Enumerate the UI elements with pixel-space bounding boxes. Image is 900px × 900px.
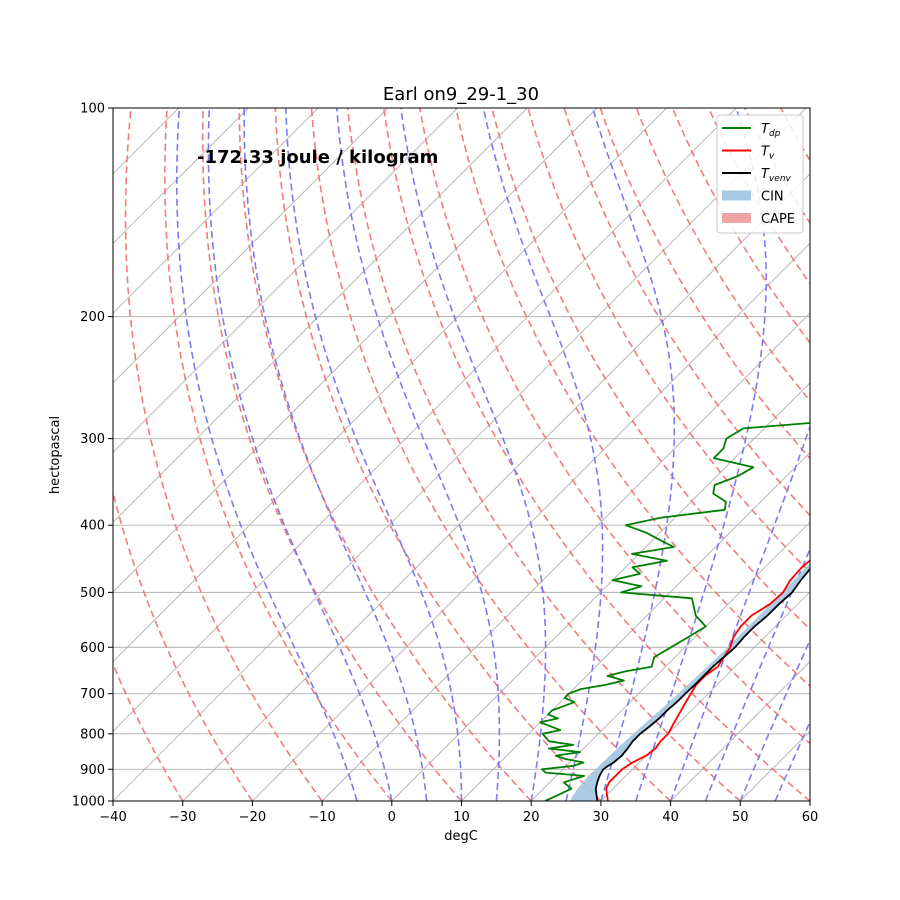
dry-adiabat-line [274, 108, 602, 801]
legend-label-t-venv: Tvenv [761, 167, 792, 184]
dry-adiabat-line [455, 108, 810, 688]
t-v-line [605, 559, 810, 801]
isotherm-line [113, 108, 319, 314]
dry-adiabat-line [527, 108, 810, 574]
isotherm-line [113, 108, 667, 663]
t-dp-line [539, 422, 810, 801]
moist-adiabat-line [809, 799, 810, 801]
dry-adiabat-line [163, 108, 393, 801]
dry-adiabat-line [491, 108, 810, 631]
chart-title: Earl on9_29-1_30 [383, 84, 539, 105]
cape-area [874, 348, 900, 494]
dry-adiabat-line [346, 108, 741, 801]
moist-adiabat-line [207, 108, 393, 801]
legend-label-cape: CAPE [761, 212, 795, 227]
legend-label-t-v: Tv [761, 145, 775, 162]
isotherm-line [113, 108, 249, 245]
dry-adiabat-line [201, 108, 463, 801]
isotherm-line [113, 108, 458, 454]
y-tick-label: 700 [80, 687, 105, 702]
moist-adiabat-line [285, 108, 463, 801]
dry-adiabat-line [419, 108, 810, 745]
y-tick-label: 100 [80, 102, 105, 117]
dry-adiabat-line [599, 108, 810, 460]
plot-area [113, 108, 900, 801]
moist-adiabat-line [400, 108, 547, 801]
moist-adiabat-line [669, 424, 810, 801]
pressure-gridlines [113, 108, 810, 801]
x-tick-label: 30 [593, 810, 610, 825]
moist-adiabat-line [336, 108, 501, 801]
isotherm-line [113, 108, 389, 384]
legend-swatch-cape [722, 213, 751, 223]
cape-cin-fills [569, 348, 900, 801]
y-tick-label: 1000 [72, 795, 105, 810]
isotherm-line [391, 382, 810, 801]
y-tick-label: 600 [80, 641, 105, 656]
legend-label-cin: CIN [761, 190, 784, 205]
dry-adiabat-line [817, 108, 900, 801]
dry-adiabat-line [124, 108, 323, 801]
y-axis-label: hectopascal [48, 416, 63, 494]
y-tick-label: 400 [80, 519, 105, 534]
y-axis-ticks: 1000 900 800 700 600 500 400 300 200 100 [72, 102, 113, 810]
x-tick-label: −30 [169, 810, 196, 825]
legend-box [716, 114, 804, 234]
cin-value-annotation: -172.33 joule / kilogram [197, 147, 438, 168]
t-venv-line [594, 567, 810, 801]
dry-adiabat-line [113, 489, 254, 801]
isotherm-line [252, 242, 810, 801]
isotherm-line [113, 108, 598, 593]
y-tick-label: 200 [80, 310, 105, 325]
x-axis-label: degC [444, 829, 478, 844]
x-tick-label: 0 [388, 810, 396, 825]
y-tick-label: 300 [80, 432, 105, 447]
x-tick-label: 20 [523, 810, 540, 825]
legend-swatch-cin [722, 190, 751, 201]
x-tick-label: 10 [453, 810, 470, 825]
isotherm-line [113, 108, 737, 732]
y-tick-label: 900 [80, 763, 105, 778]
isotherm-line [113, 108, 528, 523]
dry-adiabat-line [853, 108, 900, 801]
x-tick-label: −40 [99, 810, 126, 825]
x-axis-ticks: −40 −30 −20 −10 0 10 20 30 40 50 60 [99, 801, 818, 825]
moist-adiabat-line [176, 108, 358, 801]
dry-adiabat-line [563, 108, 810, 517]
x-tick-label: −10 [308, 810, 335, 825]
isotherm-line [670, 660, 810, 801]
dry-adiabat-line [238, 108, 532, 801]
x-tick-label: 60 [802, 810, 819, 825]
dry-adiabat-line [113, 661, 184, 801]
moist-adiabat-line [635, 108, 767, 801]
isotherm-line [600, 591, 810, 801]
x-tick-label: 50 [732, 810, 749, 825]
isotherm-line [321, 312, 810, 801]
moist-adiabat-line [243, 108, 428, 801]
isotherm-line [809, 800, 810, 801]
legend-label-t-dp: Tdp [761, 122, 781, 139]
y-tick-label: 500 [80, 586, 105, 601]
isotherm-line [461, 451, 810, 801]
legend: Tdp Tv Tvenv CIN CAPE [716, 114, 804, 234]
profile-lines [539, 422, 810, 801]
dry-adiabat-line [382, 108, 810, 801]
y-tick-label: 800 [80, 727, 105, 742]
x-tick-label: −20 [239, 810, 266, 825]
isotherm-line [530, 521, 810, 801]
cin-area [569, 563, 810, 801]
x-tick-label: 40 [662, 810, 679, 825]
moist-adiabat-line [482, 108, 604, 801]
